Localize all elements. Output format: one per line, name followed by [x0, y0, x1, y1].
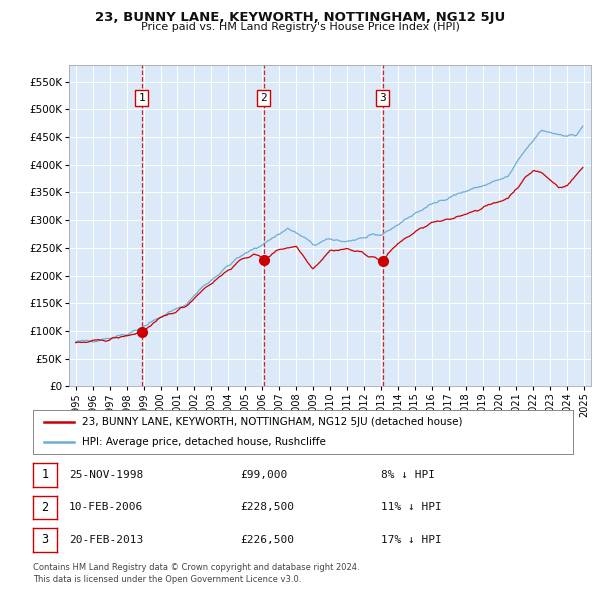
Text: This data is licensed under the Open Government Licence v3.0.: This data is licensed under the Open Gov…	[33, 575, 301, 584]
Text: 10-FEB-2006: 10-FEB-2006	[69, 503, 143, 512]
Text: 23, BUNNY LANE, KEYWORTH, NOTTINGHAM, NG12 5JU (detached house): 23, BUNNY LANE, KEYWORTH, NOTTINGHAM, NG…	[82, 417, 462, 427]
Text: £228,500: £228,500	[240, 503, 294, 512]
Text: 3: 3	[379, 93, 386, 103]
Text: HPI: Average price, detached house, Rushcliffe: HPI: Average price, detached house, Rush…	[82, 437, 325, 447]
Text: Contains HM Land Registry data © Crown copyright and database right 2024.: Contains HM Land Registry data © Crown c…	[33, 563, 359, 572]
Text: 8% ↓ HPI: 8% ↓ HPI	[381, 470, 435, 480]
Text: 25-NOV-1998: 25-NOV-1998	[69, 470, 143, 480]
Text: 11% ↓ HPI: 11% ↓ HPI	[381, 503, 442, 512]
Text: 23, BUNNY LANE, KEYWORTH, NOTTINGHAM, NG12 5JU: 23, BUNNY LANE, KEYWORTH, NOTTINGHAM, NG…	[95, 11, 505, 24]
Text: 2: 2	[41, 501, 49, 514]
Text: £226,500: £226,500	[240, 535, 294, 545]
Text: £99,000: £99,000	[240, 470, 287, 480]
Text: 3: 3	[41, 533, 49, 546]
Text: 2: 2	[260, 93, 267, 103]
Text: 20-FEB-2013: 20-FEB-2013	[69, 535, 143, 545]
Text: 1: 1	[41, 468, 49, 481]
Text: 17% ↓ HPI: 17% ↓ HPI	[381, 535, 442, 545]
Text: 1: 1	[139, 93, 145, 103]
Text: Price paid vs. HM Land Registry's House Price Index (HPI): Price paid vs. HM Land Registry's House …	[140, 22, 460, 32]
